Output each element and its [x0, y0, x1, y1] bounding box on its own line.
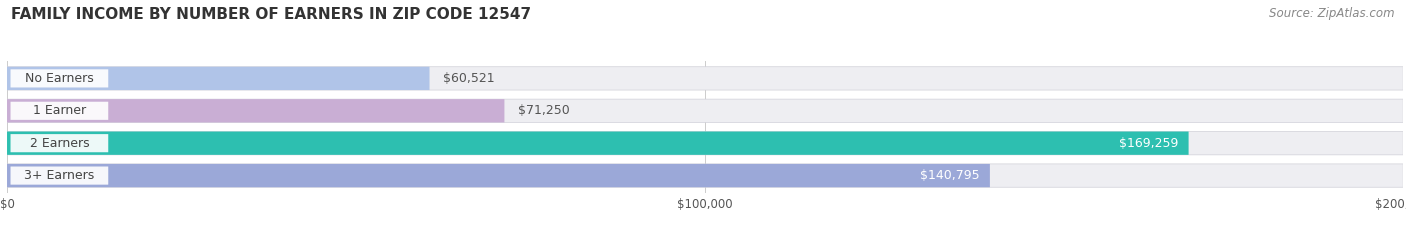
- FancyBboxPatch shape: [7, 67, 1403, 90]
- FancyBboxPatch shape: [7, 131, 1403, 155]
- Text: $60,521: $60,521: [443, 72, 495, 85]
- Text: 1 Earner: 1 Earner: [32, 104, 86, 117]
- FancyBboxPatch shape: [7, 164, 1403, 187]
- Text: $71,250: $71,250: [519, 104, 569, 117]
- FancyBboxPatch shape: [10, 102, 108, 120]
- FancyBboxPatch shape: [7, 99, 505, 123]
- Text: $140,795: $140,795: [920, 169, 980, 182]
- FancyBboxPatch shape: [10, 69, 108, 87]
- Text: No Earners: No Earners: [25, 72, 94, 85]
- Text: Source: ZipAtlas.com: Source: ZipAtlas.com: [1270, 7, 1395, 20]
- Text: 3+ Earners: 3+ Earners: [24, 169, 94, 182]
- FancyBboxPatch shape: [7, 164, 990, 187]
- FancyBboxPatch shape: [7, 131, 1188, 155]
- FancyBboxPatch shape: [10, 167, 108, 185]
- Text: $169,259: $169,259: [1119, 137, 1178, 150]
- FancyBboxPatch shape: [7, 67, 429, 90]
- Text: FAMILY INCOME BY NUMBER OF EARNERS IN ZIP CODE 12547: FAMILY INCOME BY NUMBER OF EARNERS IN ZI…: [11, 7, 531, 22]
- Text: 2 Earners: 2 Earners: [30, 137, 89, 150]
- FancyBboxPatch shape: [10, 134, 108, 152]
- FancyBboxPatch shape: [7, 99, 1403, 123]
